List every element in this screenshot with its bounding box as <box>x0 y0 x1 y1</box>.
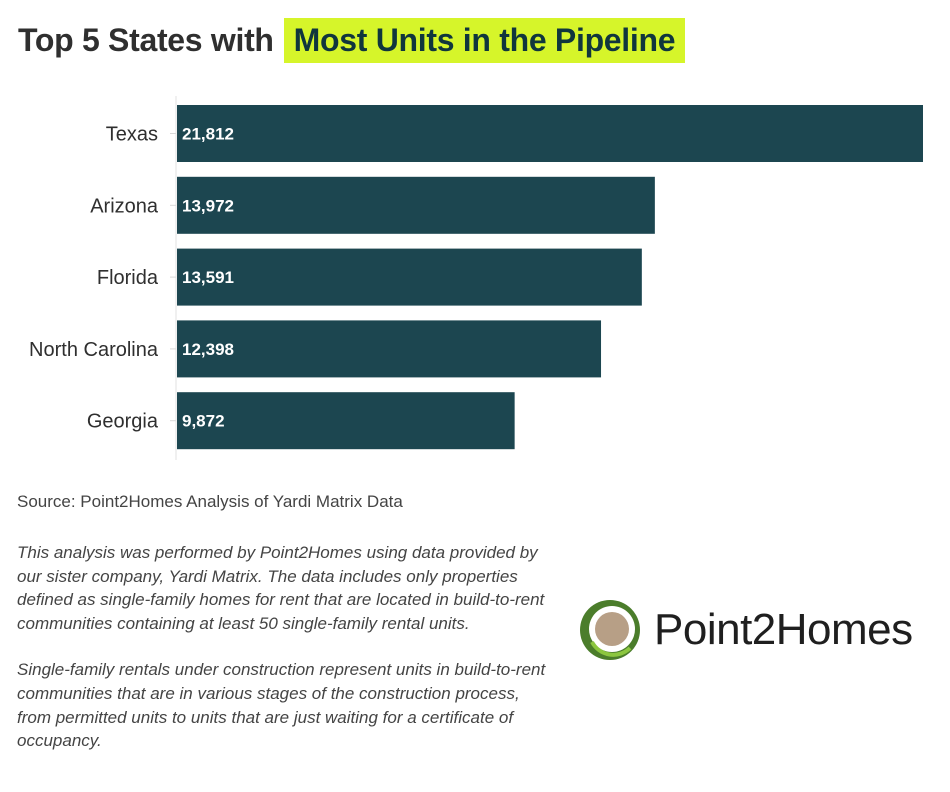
bar-florida <box>177 248 642 306</box>
bar-georgia <box>177 392 515 450</box>
source-note: Source: Point2Homes Analysis of Yardi Ma… <box>17 492 403 511</box>
category-label: Georgia <box>87 411 159 433</box>
definition-note: Single-family rentals under construction… <box>17 660 546 751</box>
category-label: Florida <box>97 267 159 289</box>
data-label: 12,398 <box>182 340 234 359</box>
title-prefix: Top 5 States with <box>18 21 274 58</box>
bar-texas <box>177 105 923 162</box>
category-label: Texas <box>106 124 158 146</box>
title-highlight: Most Units in the Pipeline <box>283 17 686 63</box>
bar-arizona <box>177 176 655 234</box>
data-label: 21,812 <box>182 125 234 144</box>
logo-text: Point2Homes <box>654 605 913 654</box>
bar-chart: Texas 21,812 Arizona 13,972 Florida 13,591 Nor… <box>29 96 923 460</box>
point2homes-logo: Point2Homes <box>578 598 913 662</box>
data-label: 9,872 <box>182 412 225 431</box>
data-label: 13,591 <box>182 268 234 287</box>
methodology-notes: This analysis was performed by Point2Hom… <box>17 541 557 776</box>
point2homes-logo-icon <box>580 600 640 660</box>
chart-title: Top 5 States with Most Units in the Pipe… <box>18 16 686 64</box>
category-label: Arizona <box>90 195 159 217</box>
methodology-note: This analysis was performed by Point2Hom… <box>17 543 545 633</box>
bar-north-carolina <box>177 320 602 378</box>
data-label: 13,972 <box>182 196 234 215</box>
category-label: North Carolina <box>29 339 159 361</box>
